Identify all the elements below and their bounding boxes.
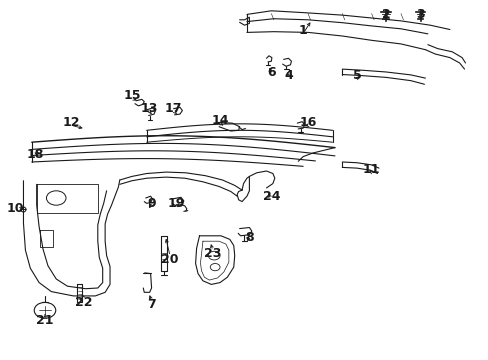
Text: 18: 18 xyxy=(26,148,44,161)
Text: 2: 2 xyxy=(381,8,390,21)
Text: 12: 12 xyxy=(62,116,80,129)
Text: 19: 19 xyxy=(167,197,184,210)
Text: 6: 6 xyxy=(266,66,275,78)
Text: 7: 7 xyxy=(147,298,156,311)
Text: 15: 15 xyxy=(123,89,141,102)
Text: 5: 5 xyxy=(352,69,361,82)
Text: 13: 13 xyxy=(140,102,158,114)
Text: 14: 14 xyxy=(211,114,228,127)
Text: 21: 21 xyxy=(36,314,54,327)
Text: 17: 17 xyxy=(164,102,182,114)
Text: 3: 3 xyxy=(415,8,424,21)
Text: 1: 1 xyxy=(298,24,307,37)
Text: 9: 9 xyxy=(147,197,156,210)
Text: 22: 22 xyxy=(75,296,93,309)
Text: 4: 4 xyxy=(284,69,292,82)
Text: 8: 8 xyxy=(244,231,253,244)
Text: 20: 20 xyxy=(161,253,179,266)
Text: 11: 11 xyxy=(362,163,380,176)
Text: 16: 16 xyxy=(299,116,316,129)
Text: 23: 23 xyxy=(203,247,221,260)
Text: 10: 10 xyxy=(7,202,24,215)
Text: 24: 24 xyxy=(262,190,280,203)
